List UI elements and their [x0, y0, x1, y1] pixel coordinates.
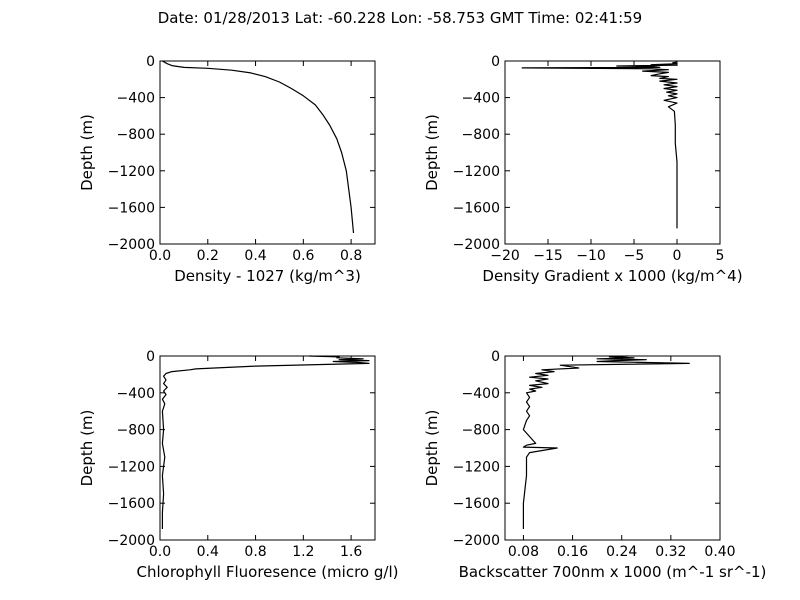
y-tick-label: 0: [491, 349, 500, 365]
x-tick-label: 0.40: [704, 544, 735, 560]
plot-frame: [504, 355, 721, 541]
x-tick-label: −15: [533, 248, 563, 264]
x-axis-label: Density - 1027 (kg/m^3): [174, 267, 361, 285]
y-tick-label: −800: [117, 423, 155, 439]
series-line: [161, 355, 370, 529]
x-tick-label: 0.4: [197, 544, 219, 560]
x-tick-label: 0.8: [340, 248, 362, 264]
x-tick-label: 0.16: [557, 544, 588, 560]
y-tick-label: −1600: [108, 496, 155, 512]
y-tick-label: −1200: [453, 459, 500, 475]
y-axis-label: Depth (m): [423, 410, 441, 487]
x-tick-label: 0.8: [244, 544, 266, 560]
y-tick-label: 0: [491, 54, 500, 70]
x-tick-label: 0.4: [244, 248, 266, 264]
y-axis-label: Depth (m): [78, 114, 96, 191]
y-tick-label: −800: [462, 423, 500, 439]
x-tick-label: 0.24: [606, 544, 637, 560]
x-tick-label: 0.6: [292, 248, 314, 264]
y-axis-label: Depth (m): [78, 410, 96, 487]
y-tick-label: −2000: [453, 237, 500, 253]
x-axis-label: Chlorophyll Fluoresence (micro g/l): [137, 563, 399, 581]
x-tick-label: −10: [576, 248, 606, 264]
y-tick-label: −1200: [108, 164, 155, 180]
y-tick-label: −1600: [108, 200, 155, 216]
subplot-1: 0.0 0.2 0.4 0.6 0.8 0 −400 −800 −1200 −1600 −2000 D…: [78, 54, 376, 285]
y-tick-label: −400: [462, 91, 500, 107]
y-tick-label: −800: [117, 127, 155, 143]
plot-frame: [159, 60, 376, 245]
subplot-2: −20 −15 −10 −5 0 5 0 −400 −800 −1200 −1600 −2000 Den…: [423, 54, 743, 285]
y-tick-label: −1600: [453, 200, 500, 216]
subplot-3: 0.0 0.4 0.8 1.2 1.6 0 −400 −800 −1200 −1600 −2000 C…: [78, 349, 398, 581]
y-tick-label: −400: [117, 91, 155, 107]
x-tick-label: 0.32: [655, 544, 686, 560]
y-tick-label: −1200: [108, 459, 155, 475]
x-tick-label: −5: [624, 248, 645, 264]
plot-frame: [504, 60, 721, 245]
x-tick-label: 0: [673, 248, 682, 264]
x-axis-label: Density Gradient x 1000 (kg/m^4): [482, 267, 742, 285]
x-tick-label: 0.2: [197, 248, 219, 264]
series-line: [162, 60, 355, 234]
x-axis-label: Backscatter 700nm x 1000 (m^-1 sr^-1): [459, 563, 767, 581]
y-tick-label: −800: [462, 127, 500, 143]
y-tick-label: 0: [146, 54, 155, 70]
y-tick-label: −2000: [108, 533, 155, 549]
y-tick-label: −400: [462, 386, 500, 402]
y-tick-label: −1600: [453, 496, 500, 512]
x-tick-label: 0.08: [508, 544, 539, 560]
figure-title: Date: 01/28/2013 Lat: -60.228 Lon: -58.7…: [158, 9, 642, 27]
x-tick-label: 5: [716, 248, 725, 264]
x-tick-label: 0.0: [149, 248, 171, 264]
x-tick-label: 0.0: [149, 544, 171, 560]
x-tick-label: −20: [490, 248, 520, 264]
y-tick-label: −400: [117, 386, 155, 402]
y-tick-label: −2000: [453, 533, 500, 549]
y-axis-label: Depth (m): [423, 114, 441, 191]
y-tick-label: 0: [146, 349, 155, 365]
subplot-4: 0.08 0.16 0.24 0.32 0.40 0 −400 −800 −1200 −1600 −…: [423, 349, 766, 581]
x-tick-label: 1.2: [292, 544, 314, 560]
y-tick-label: −2000: [108, 237, 155, 253]
x-tick-label: 1.6: [340, 544, 362, 560]
series-line: [521, 61, 678, 229]
y-tick-label: −1200: [453, 164, 500, 180]
plot-frame: [159, 355, 376, 541]
series-line: [522, 355, 690, 529]
